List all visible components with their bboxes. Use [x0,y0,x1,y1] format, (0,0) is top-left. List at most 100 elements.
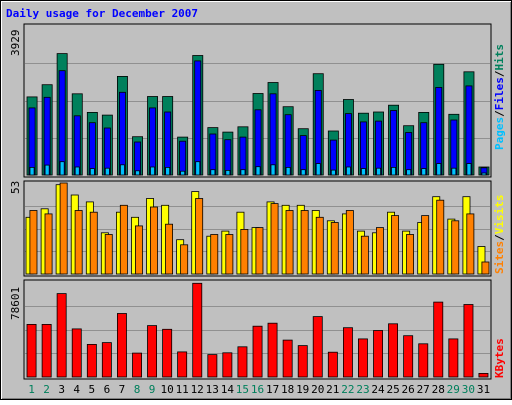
hits-bar-pages-1 [29,166,35,176]
x-label-day-4: 4 [73,383,80,396]
x-label-day-3: 3 [58,383,65,396]
visits-bar-sites-31 [481,261,490,275]
hits-bar-files-1 [28,107,36,176]
x-label-day-23: 23 [356,383,369,396]
hits-bar-files-23 [359,121,367,176]
hits-bar-files-24 [375,120,382,176]
hits-bar-files-16 [254,109,262,176]
x-label-day-31: 31 [477,383,490,396]
x-label-day-14: 14 [221,383,235,396]
visits-bar-sites-5 [89,211,98,275]
hits-bar-pages-29 [451,167,457,176]
hits-bar-pages-9 [150,166,155,176]
kbytes-axis-max-label: 78601 [9,287,22,320]
visits-bar-sites-17 [270,203,279,275]
hits-bar-files-17 [269,93,277,176]
hits-bar-pages-14 [225,169,231,176]
kbytes-bar-kbytes-11 [177,351,188,378]
hits-bar-files-20 [314,90,322,176]
x-axis-labels: 1 2 3 4 5 6 7 8 9 10 11 12 13 14 15 16 17 18 19 20 21 22 23 24 2… [28,383,490,396]
x-label-day-1: 1 [28,383,35,396]
x-label-day-27: 27 [417,383,430,396]
x-label-day-29: 29 [447,383,460,396]
kbytes-bar-kbytes-24 [373,330,384,378]
x-label-day-7: 7 [119,383,126,396]
x-label-day-18: 18 [281,383,294,396]
hits-bar-pages-5 [89,168,95,176]
x-label-day-8: 8 [134,383,141,396]
x-label-day-9: 9 [149,383,156,396]
side-label-kbytes: KBytes [493,338,506,378]
kbytes-bar-kbytes-10 [162,328,173,378]
kbytes-bar-kbytes-19 [297,345,308,378]
hits-bar-pages-30 [466,163,472,176]
hits-side-label: Pages/Files/Hits [493,44,506,150]
hits-bar-files-9 [149,107,156,176]
hits-bar-pages-12 [195,161,201,176]
hits-bar-pages-15 [240,169,246,176]
x-label-day-22: 22 [341,383,354,396]
kbytes-bar-kbytes-25 [388,323,399,378]
hits-bar-files-11 [179,140,187,176]
visits-bar-sites-2 [44,213,53,275]
hits-bar-pages-7 [120,164,125,176]
visits-bar-sites-3 [59,182,68,275]
visits-bar-sites-7 [119,204,128,275]
visits-bar-sites-8 [134,225,143,275]
kbytes-bar-kbytes-14 [222,352,233,378]
visits-bar-visits-31 [477,246,486,275]
kbytes-bar-kbytes-15 [237,346,248,378]
x-label-day-10: 10 [160,383,173,396]
hits-bar-files-2 [43,96,51,176]
side-label-pages: Pages [493,117,506,150]
x-label-day-2: 2 [43,383,50,396]
visits-bar-sites-30 [466,213,475,275]
side-label-sep-3: / [493,234,506,241]
hits-bar-files-28 [435,87,443,176]
hits-bar-pages-17 [270,164,276,176]
hits-bar-pages-11 [180,170,186,176]
visits-bar-sites-29 [451,220,460,275]
x-label-day-24: 24 [371,383,385,396]
x-label-day-6: 6 [104,383,111,396]
visits-bar-sites-10 [165,223,173,275]
hits-bar-pages-21 [330,169,336,176]
x-label-day-5: 5 [88,383,95,396]
x-label-day-19: 19 [296,383,309,396]
visits-bar-sites-28 [436,199,445,275]
kbytes-bar-kbytes-13 [207,354,218,378]
hits-bar-files-5 [88,122,96,176]
kbytes-bar-kbytes-21 [327,351,338,378]
hits-bar-pages-13 [210,169,216,176]
x-label-day-21: 21 [326,383,339,396]
side-label-hits: Hits [493,44,506,71]
side-label-sep-2: / [493,70,506,77]
visits-bar-sites-6 [104,234,113,275]
x-label-day-20: 20 [311,383,324,396]
visits-bar-sites-27 [421,215,430,275]
visits-bar-sites-18 [285,210,294,275]
visits-bar-sites-15 [240,228,249,275]
kbytes-side-label: KBytes [493,338,506,378]
hits-bar-pages-25 [391,166,396,176]
hits-bar-files-12 [194,60,202,176]
side-label-sites: Sites [493,241,506,274]
kbytes-bar-kbytes-23 [357,338,368,378]
x-label-day-17: 17 [266,383,279,396]
visits-bar-sites-12 [195,198,204,275]
hits-bar-files-30 [465,85,473,176]
kbytes-bar-kbytes-7 [117,313,127,378]
kbytes-bar-kbytes-2 [41,323,52,378]
hits-bar-files-26 [405,132,413,176]
hits-bar-files-29 [450,119,458,176]
visits-bar-sites-20 [315,216,324,275]
side-label-files: Files [493,77,506,110]
bars-layer [25,53,490,378]
kbytes-bar-kbytes-26 [403,335,414,378]
panels-layer [23,23,492,380]
hits-bar-pages-6 [104,167,110,176]
visits-bar-sites-26 [406,234,414,275]
kbytes-bar-kbytes-22 [342,327,353,378]
visits-bar-sites-1 [29,210,38,275]
hits-bar-pages-8 [135,170,140,176]
